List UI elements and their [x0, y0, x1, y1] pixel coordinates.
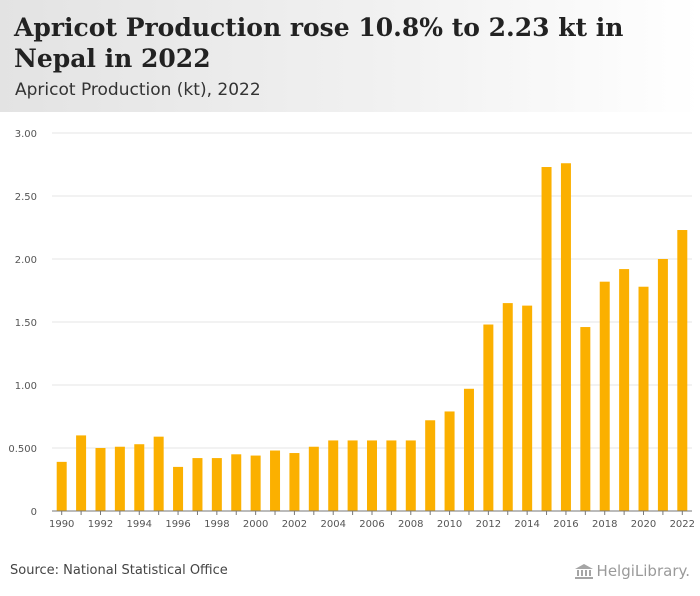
bar-1993: [114, 446, 125, 511]
bar-2000: [250, 455, 261, 511]
bar-2010: [444, 411, 455, 511]
x-tick-label: 2012: [476, 519, 501, 530]
y-tick-label: 1.50: [15, 318, 37, 329]
bar-2019: [619, 269, 630, 511]
bar-2021: [657, 259, 668, 511]
bar-1998: [211, 458, 222, 511]
bar-2005: [347, 440, 358, 511]
y-tick-label: 2.00: [15, 255, 37, 266]
bar-2022: [677, 230, 688, 511]
library-building-icon: [574, 564, 593, 579]
y-tick-label: 1.00: [15, 381, 37, 392]
chart-subtitle: Apricot Production (kt), 2022: [15, 80, 261, 100]
source-note: Source: National Statistical Office: [10, 563, 228, 578]
bar-1999: [231, 454, 242, 511]
bar-1990: [56, 461, 67, 511]
bar-2014: [522, 305, 533, 511]
y-tick-label: 3.00: [15, 129, 37, 140]
bar-2011: [463, 388, 474, 511]
x-tick-label: 2002: [282, 519, 307, 530]
y-tick-label: 0: [31, 507, 37, 518]
y-axis-ticks: 0 0.500 1.00 1.50 2.00 2.50 3.00: [8, 129, 37, 518]
bar-2008: [405, 440, 416, 511]
bar-2012: [483, 324, 494, 511]
x-tick-label: 2014: [514, 519, 539, 530]
bar-2001: [270, 450, 281, 511]
bar-1991: [76, 435, 87, 511]
x-tick-label: 2010: [437, 519, 462, 530]
x-tick-label: 2008: [398, 519, 423, 530]
bar-2016: [560, 163, 571, 512]
x-tick-label: 2022: [670, 519, 695, 530]
grid-lines: [52, 132, 692, 449]
x-tick-label: 2004: [320, 519, 345, 530]
bar-2020: [638, 286, 649, 511]
bar-1995: [153, 436, 164, 511]
x-tick-label: 2000: [243, 519, 268, 530]
bar-2006: [367, 440, 377, 511]
x-tick-label: 2016: [553, 519, 578, 530]
bar-1994: [134, 444, 145, 511]
bars: [56, 163, 688, 512]
bar-1996: [173, 466, 184, 511]
bar-2007: [386, 440, 397, 511]
bar-2017: [580, 327, 591, 511]
x-tick-label: 1998: [204, 519, 229, 530]
x-tick-label: 1990: [49, 519, 74, 530]
x-tick-label: 2018: [592, 519, 617, 530]
y-tick-label: 2.50: [15, 192, 37, 203]
bar-2018: [599, 281, 610, 511]
bar-1992: [95, 448, 106, 511]
brand-name: HelgiLibrary.: [596, 562, 690, 580]
x-axis-ticks: 1990 1992 1994 1996 1998 2000 2002 2004 2006 2008…: [49, 511, 695, 530]
bar-2003: [308, 446, 319, 511]
x-tick-label: 1994: [127, 519, 152, 530]
bar-2002: [289, 453, 300, 511]
x-tick-label: 1996: [165, 519, 190, 530]
bar-2004: [328, 440, 339, 511]
chart-title: Apricot Production rose 10.8% to 2.23 kt…: [14, 13, 624, 73]
y-tick-label: 0.500: [8, 444, 37, 455]
brand-logo[interactable]: HelgiLibrary.: [574, 562, 690, 580]
x-tick-label: 2006: [359, 519, 384, 530]
bar-1997: [192, 458, 203, 511]
bar-2015: [541, 167, 552, 511]
x-tick-label: 1992: [88, 519, 113, 530]
bar-2009: [425, 420, 436, 511]
x-tick-label: 2020: [631, 519, 656, 530]
header-band: Apricot Production rose 10.8% to 2.23 kt…: [0, 0, 700, 112]
bar-2013: [502, 303, 513, 511]
